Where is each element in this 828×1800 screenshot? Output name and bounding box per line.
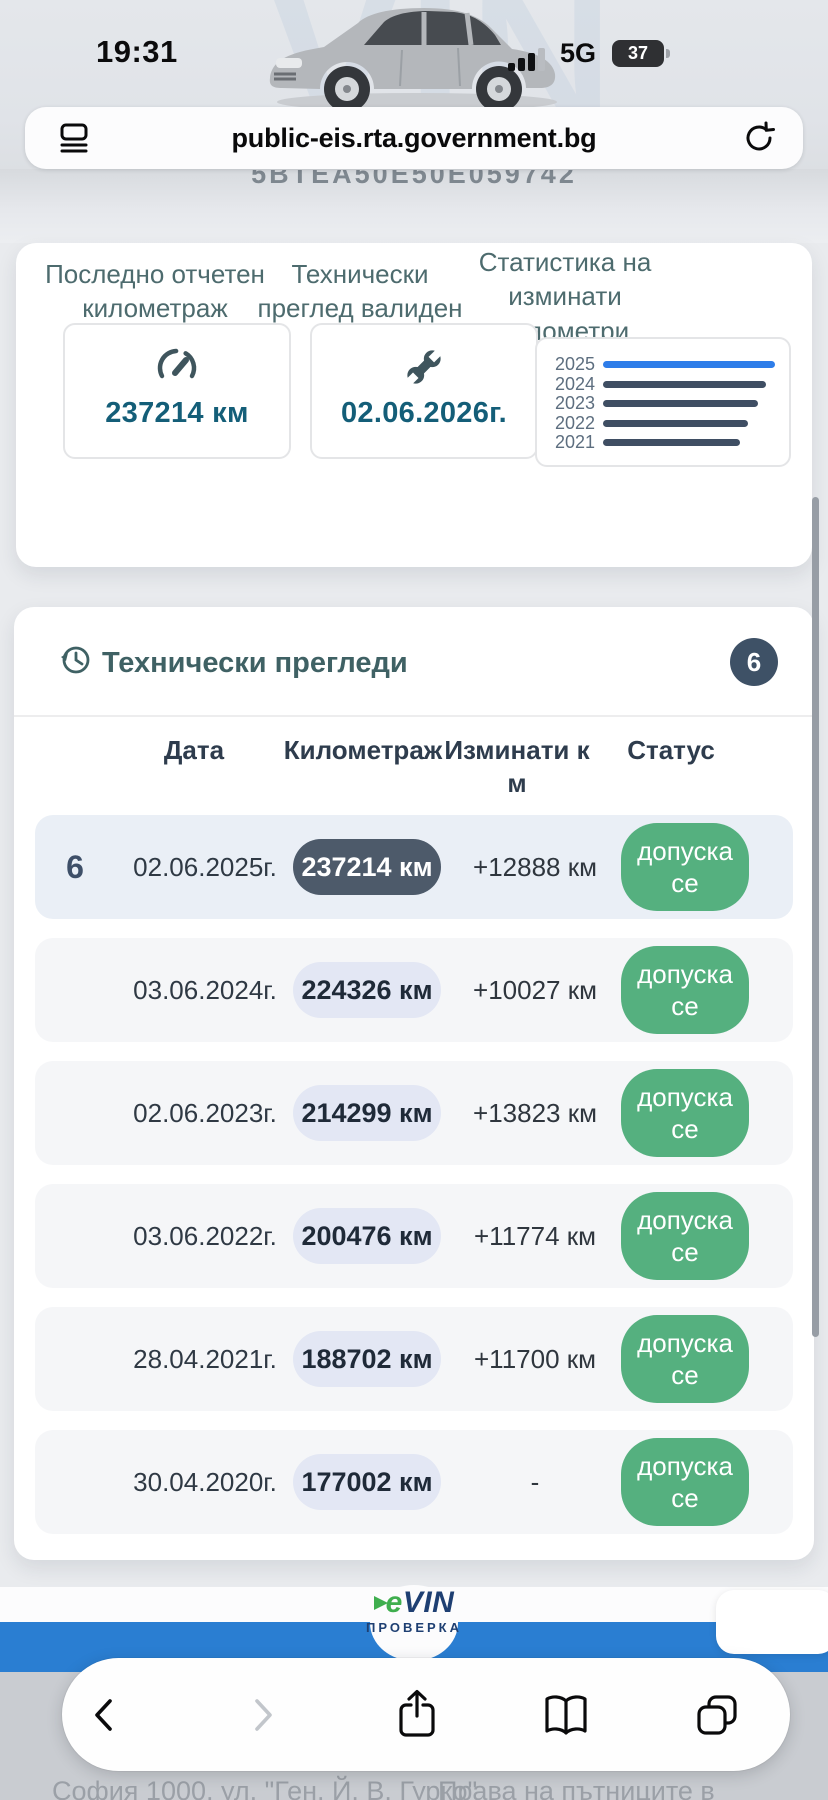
row-status-badge: допуска се (621, 823, 749, 911)
url-text[interactable]: public-eis.rta.government.bg (231, 122, 597, 153)
row-number: 6 (66, 848, 84, 885)
inspections-count-badge: 6 (730, 638, 778, 686)
chart-row: 2022 (547, 412, 775, 434)
share-icon[interactable] (393, 1688, 441, 1742)
chart-row: 2021 (547, 432, 775, 453)
row-odometer-badge: 237214 км (293, 839, 441, 895)
mileage-mini-chart: 2025 2024 2023 2022 2021 (535, 337, 791, 467)
row-date: 02.06.2023г. (133, 1097, 277, 1128)
valid-until-label: Технически преглед валиден до (257, 259, 463, 358)
row-delta: +10027 км (473, 974, 597, 1005)
inspection-rows: 6 02.06.2025г. 237214 км +12888 км допус… (35, 815, 793, 1553)
row-odometer-badge: 188702 км (293, 1331, 441, 1387)
col-header-delta: Изминати к (444, 735, 590, 765)
row-date: 30.04.2020г. (133, 1466, 277, 1497)
divider (14, 715, 814, 717)
row-status-badge: допуска се (621, 1069, 749, 1157)
row-odometer-badge: 177002 км (293, 1454, 441, 1510)
table-row[interactable]: 1 30.04.2020г. 177002 км - допуска се (35, 1430, 793, 1534)
row-date: 03.06.2022г. (133, 1220, 277, 1251)
row-delta: - (530, 1466, 540, 1497)
status-time: 19:31 (96, 34, 178, 69)
odometer-label: Последно отчетен километраж (45, 259, 265, 324)
speedometer-icon (65, 345, 289, 389)
page-settings-icon[interactable] (57, 121, 91, 155)
odometer-box: 237214 км (63, 323, 291, 459)
floating-widget[interactable] (716, 1590, 828, 1654)
chart-year-label: 2021 (554, 432, 595, 453)
chart-bar (603, 400, 759, 408)
row-date: 28.04.2021г. (133, 1343, 277, 1374)
chart-year-label: 2022 (554, 412, 595, 433)
chart-bar (603, 361, 775, 369)
row-delta: +11700 км (473, 1343, 597, 1374)
footer-white-band (0, 1587, 828, 1622)
evin-logo: eVIN ПРОВЕРКА (365, 1586, 462, 1635)
network-type: 5G (560, 38, 597, 68)
col-header-status: Статус (627, 735, 715, 765)
page-band (0, 169, 828, 243)
chart-row: 2025 (547, 354, 775, 375)
vin-number-clipped: 5BTEA50E50E059742 (251, 170, 577, 187)
valid-until-value: 02.06.2026г. (341, 397, 507, 429)
table-row[interactable]: 4 02.06.2023г. 214299 км +13823 км допус… (35, 1061, 793, 1165)
inspections-card: Технически прегледи 6 Дата Километраж Из… (14, 607, 814, 1560)
footer-link[interactable]: Права на пътниците в (438, 1776, 715, 1800)
row-status-badge: допуска се (621, 946, 749, 1034)
history-clock-icon (61, 646, 90, 674)
row-status-badge: допуска се (621, 1315, 749, 1403)
table-row[interactable]: 2 28.04.2021г. 188702 км +11700 км допус… (35, 1307, 793, 1411)
inspections-title: Технически прегледи (102, 647, 408, 679)
tabs-icon[interactable] (692, 1690, 742, 1740)
table-row[interactable]: 5 03.06.2024г. 224326 км +10027 км допус… (35, 938, 793, 1042)
wrench-icon (312, 345, 536, 389)
browser-toolbar (62, 1658, 790, 1771)
vehicle-summary-card: Последно отчетен километраж Технически п… (16, 243, 812, 567)
row-odometer-badge: 200476 км (293, 1208, 441, 1264)
bookmarks-icon[interactable] (540, 1690, 592, 1740)
table-row[interactable]: 6 02.06.2025г. 237214 км +12888 км допус… (35, 815, 793, 919)
chart-year-label: 2025 (554, 354, 595, 375)
chart-row: 2024 (547, 373, 775, 395)
chart-year-label: 2024 (554, 373, 595, 394)
back-icon[interactable] (86, 1693, 124, 1737)
row-date: 03.06.2024г. (133, 974, 277, 1005)
table-row[interactable]: 3 03.06.2022г. 200476 км +11774 км допус… (35, 1184, 793, 1288)
scrollbar[interactable] (812, 497, 819, 1337)
col-header-date: Дата (163, 735, 225, 765)
chart-bar (603, 419, 749, 427)
battery-icon: 37 (612, 40, 670, 67)
row-status-badge: допуска се (621, 1438, 749, 1526)
forward-icon[interactable] (243, 1693, 281, 1737)
col-header-delta-wrap: м (507, 768, 527, 798)
reload-icon[interactable] (741, 120, 777, 156)
row-status-badge: допуска се (621, 1192, 749, 1280)
row-odometer-badge: 214299 км (293, 1085, 441, 1141)
car-image (269, 8, 557, 112)
row-odometer-badge: 224326 км (293, 962, 441, 1018)
footer-address: София 1000, ул. "Ген. Й. В. Гурко" (52, 1776, 478, 1800)
odometer-value: 237214 км (105, 397, 249, 429)
row-delta: +12888 км (473, 851, 597, 882)
col-header-odometer: Километраж (283, 735, 443, 765)
address-bar[interactable]: public-eis.rta.government.bg (25, 107, 803, 169)
chart-row: 2023 (547, 393, 775, 414)
signal-strength-icon (508, 48, 545, 71)
chart-bar (603, 380, 766, 388)
row-delta: +11774 км (473, 1220, 597, 1251)
chart-rows: 2025 2024 2023 2022 2021 (547, 354, 775, 453)
valid-until-box: 02.06.2026г. (310, 323, 538, 459)
chart-year-label: 2023 (554, 393, 595, 414)
chart-bar (603, 439, 740, 447)
row-delta: +13823 км (473, 1097, 597, 1128)
row-date: 02.06.2025г. (133, 851, 277, 882)
evin-arrow-icon (373, 1596, 388, 1610)
